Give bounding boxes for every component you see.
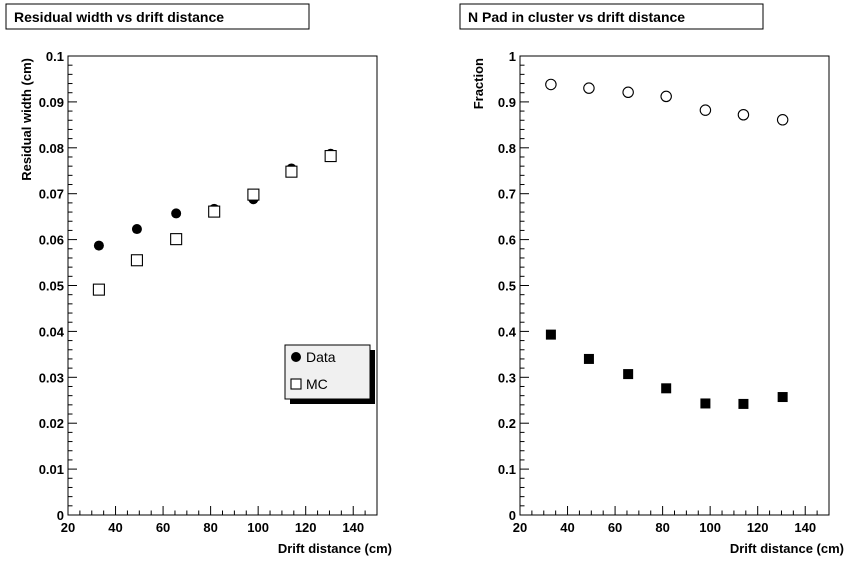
right-series-0-point xyxy=(737,109,750,121)
right-y-axis-label: Fraction xyxy=(471,58,486,109)
left-y-tick-label: 0.07 xyxy=(39,187,64,202)
right-axis-ticks: 20 40 60 80 100 120 140 0 0.1 0.2 0.3 0.4 0.5 0.6 0.7 0… xyxy=(498,49,830,535)
right-series-1-point xyxy=(661,383,672,394)
right-x-tick-label: 40 xyxy=(560,520,574,535)
left-axis-ticks: 20 40 60 80 100 120 140 0 0.01 0.02 0.03 0.04 0.05 0.… xyxy=(39,49,378,535)
right-y-tick-label: 0.5 xyxy=(498,279,516,294)
left-y-tick-label: 0.01 xyxy=(39,462,64,477)
right-series-0-point xyxy=(583,82,595,94)
left-y-tick-label: 0.06 xyxy=(39,233,64,248)
right-x-tick-label: 80 xyxy=(655,520,669,535)
right-y-tick-label: 0.4 xyxy=(498,324,517,339)
left-series-1-point xyxy=(130,254,143,267)
left-y-tick-label: 0.09 xyxy=(39,95,64,110)
left-chart: Residual width vs drift distance 20 40 60 8… xyxy=(5,3,392,556)
right-series-1-point xyxy=(583,353,594,364)
left-x-tick-label: 80 xyxy=(203,520,217,535)
left-x-tick-label: 40 xyxy=(108,520,122,535)
left-series-1-point xyxy=(324,150,337,163)
left-series-1-point xyxy=(170,233,183,246)
right-series-0-point xyxy=(545,78,557,91)
right-chart: N Pad in cluster vs drift distance 20 40 6… xyxy=(459,3,844,556)
right-series-0-point xyxy=(622,86,634,99)
right-y-tick-label: 0 xyxy=(509,508,516,523)
left-y-axis-label: Residual width (cm) xyxy=(19,58,34,181)
right-series-1-point xyxy=(777,392,788,403)
right-series-1-point xyxy=(623,369,634,380)
left-x-tick-label: 20 xyxy=(61,520,75,535)
right-y-tick-label: 1 xyxy=(509,49,516,64)
right-series-1-point xyxy=(738,398,749,409)
left-series-0-point xyxy=(171,208,182,219)
left-chart-title-box xyxy=(5,3,310,30)
right-x-tick-label: 20 xyxy=(513,520,527,535)
legend-mc-label: MC xyxy=(306,376,328,392)
right-y-tick-label: 0.8 xyxy=(498,141,516,156)
right-chart-title-box xyxy=(459,3,764,30)
left-x-tick-label: 60 xyxy=(156,520,170,535)
left-y-tick-label: 0.03 xyxy=(39,370,64,385)
left-x-axis-label: Drift distance (cm) xyxy=(278,541,392,556)
left-series-1-point xyxy=(92,283,105,296)
right-x-tick-label: 60 xyxy=(608,520,622,535)
left-series-1-point xyxy=(285,165,298,178)
left-x-tick-label: 100 xyxy=(247,520,269,535)
left-chart-title: Residual width vs drift distance xyxy=(14,9,224,25)
right-plot-frame xyxy=(519,55,830,516)
right-x-tick-label: 120 xyxy=(747,520,769,535)
left-y-tick-label: 0.1 xyxy=(46,49,64,64)
left-series-1-point xyxy=(247,188,260,201)
left-y-tick-label: 0.05 xyxy=(39,279,64,294)
left-series-1-point xyxy=(208,205,221,218)
legend-data-label: Data xyxy=(306,349,336,365)
right-y-tick-label: 0.2 xyxy=(498,416,516,431)
right-y-tick-label: 0.3 xyxy=(498,370,516,385)
left-y-tick-label: 0 xyxy=(57,508,64,523)
right-series-0-point xyxy=(776,114,789,126)
legend-data-marker xyxy=(291,352,301,362)
right-y-tick-label: 0.7 xyxy=(498,187,516,202)
left-x-tick-label: 120 xyxy=(295,520,317,535)
right-series-0-point xyxy=(699,104,712,116)
right-data-points xyxy=(545,78,789,409)
right-y-tick-label: 0.6 xyxy=(498,233,516,248)
right-x-tick-label: 140 xyxy=(794,520,816,535)
right-series-1-point xyxy=(545,329,556,340)
left-x-tick-label: 140 xyxy=(342,520,364,535)
right-x-axis-label: Drift distance (cm) xyxy=(730,541,844,556)
left-y-tick-label: 0.02 xyxy=(39,416,64,431)
right-series-1-point xyxy=(700,398,711,409)
left-legend: Data MC xyxy=(284,344,375,404)
right-y-tick-label: 0.9 xyxy=(498,95,516,110)
legend-mc-marker xyxy=(290,378,302,390)
left-plot-frame xyxy=(67,55,378,516)
right-chart-title: N Pad in cluster vs drift distance xyxy=(468,9,685,25)
left-y-tick-label: 0.08 xyxy=(39,141,64,156)
left-series-0-point xyxy=(131,224,142,235)
left-series-0-point xyxy=(93,240,104,251)
right-y-tick-label: 0.1 xyxy=(498,462,516,477)
left-data-points xyxy=(92,148,337,296)
right-series-0-point xyxy=(660,90,672,103)
right-x-tick-label: 100 xyxy=(699,520,721,535)
left-y-tick-label: 0.04 xyxy=(39,324,65,339)
